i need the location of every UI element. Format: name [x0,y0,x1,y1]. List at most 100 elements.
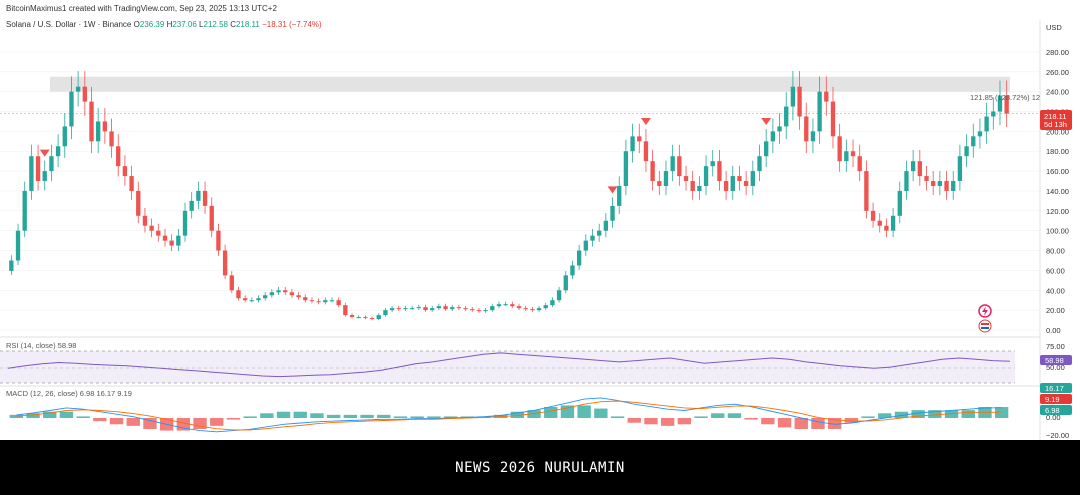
price-tick-label: 280.00 [1046,48,1069,57]
countdown: 5d 13h [1044,120,1067,129]
candle-body [69,91,74,127]
candle [22,181,27,238]
candle-body [242,298,248,301]
candle-body [630,136,635,152]
candle [870,202,876,228]
price-tick-label: 100.00 [1046,227,1069,236]
macd-panel[interactable]: MACD (12, 26, close) 6.98 16.17 9.19 0.0… [0,383,1072,440]
candle-body [790,86,796,107]
candle [396,305,401,311]
candle-body [637,136,642,142]
macd-hist-bar [894,411,909,418]
candle-body [1004,95,1009,114]
candle [530,306,535,312]
flash-icon[interactable] [978,304,992,318]
candle [69,76,74,140]
candle-body [737,176,742,182]
candle-body [222,250,228,276]
candle-body [703,166,709,186]
candle [764,128,769,168]
candle-body [650,161,655,182]
macd-tick-neg20: −20.00 [1046,431,1069,440]
candle-body [837,136,842,162]
candle-body [182,210,188,236]
macd-hist-bar [443,416,458,418]
candle-body [136,190,141,216]
candle [229,271,234,294]
price-tick-label: 180.00 [1046,147,1069,156]
candle-body [690,181,695,191]
candle-body [850,151,856,157]
candle-body [516,306,522,309]
candle-body [396,308,401,310]
price-tick-label: 20.00 [1046,306,1065,315]
candle [443,303,448,311]
candle [583,234,588,256]
candle-body [22,190,27,231]
macd-hist-bar [43,411,57,418]
tradingview-chart[interactable]: USD 280.00260.00240.00220.00200.00180.00… [0,0,1080,440]
price-change: −18.31 (−7.74%) [262,20,322,29]
candle [597,223,602,242]
candle-body [597,230,602,236]
candle-body [897,190,902,216]
candle [236,286,241,301]
candle-body [770,131,776,142]
candle-body [730,176,735,191]
candle-body [89,101,94,142]
candle-body [470,309,475,311]
candle-body [743,181,749,186]
candle-body [610,205,615,221]
candle-body [536,308,542,311]
candle [35,144,41,191]
candle [62,113,67,158]
candle [536,305,542,312]
candle [977,118,983,149]
candle-body [389,308,395,311]
candle-body [316,301,321,303]
candle [543,302,548,310]
candle-body [35,156,41,182]
candle-body [971,136,976,147]
candle [89,86,94,154]
candle [9,255,14,275]
macd-hist-bar [827,418,842,429]
candle [409,305,415,310]
candle-body [490,306,495,311]
candle-body [296,295,301,298]
candle [837,123,842,172]
candle-body [149,225,154,231]
candle-body [717,161,722,182]
candle-body [944,181,949,191]
candle [122,155,128,186]
macd-hist-bar [711,413,725,418]
candle [917,150,922,186]
macd-hist-bar [260,413,274,418]
candle [951,171,956,200]
candle-body [910,161,916,172]
candle-body [583,240,588,251]
candle [523,305,528,311]
candle [637,123,642,154]
candle [563,271,568,294]
candle [303,294,308,303]
macd-hist-bar [610,416,625,418]
candle-body [142,215,148,226]
price-tick-label: 80.00 [1046,247,1065,256]
candle [436,303,442,310]
flag-icon[interactable] [978,319,992,333]
candle-body [723,181,729,191]
candle-body [129,176,134,191]
candle [877,213,882,233]
rsi-panel[interactable]: RSI (14, close) 58.98 75.00 50.00 58.98 [0,336,1072,384]
macd-hist-bar [944,410,959,418]
macd-badge-3: 6.98 [1045,406,1060,415]
macd-hist-bar [193,418,207,429]
candle-body [209,205,214,231]
candle [937,171,943,196]
candle [256,295,261,303]
macd-hist-bar [76,416,90,418]
news-banner: NEWS 2026 NURULAMIN [0,440,1080,495]
candle-body [550,300,555,306]
candle [657,171,662,196]
